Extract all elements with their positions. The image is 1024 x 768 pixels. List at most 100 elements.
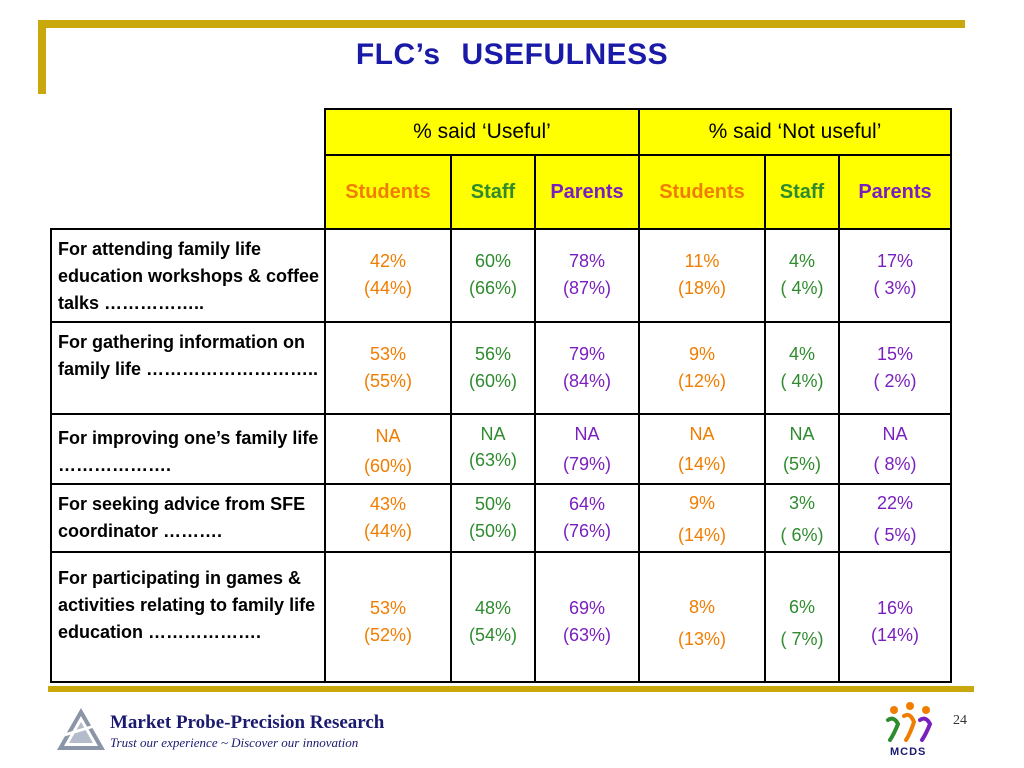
value-cell: 11% (18%): [638, 228, 766, 323]
value-cell: 53% (52%): [324, 551, 452, 683]
current-value: 42%: [369, 251, 407, 271]
value-cell: 79% (84%): [534, 321, 640, 415]
subheader-students-useful: Students: [324, 154, 452, 230]
value-cell: 64% (76%): [534, 483, 640, 553]
value-cell: NA (5%): [764, 413, 840, 485]
previous-value: (14%): [677, 525, 726, 545]
mcds-logo-icon: [886, 702, 933, 742]
previous-value: ( 8%): [873, 454, 917, 474]
table-row: For gathering information on family life…: [50, 321, 952, 415]
previous-value: (63%): [468, 450, 517, 470]
current-value: 4%: [788, 251, 815, 271]
previous-value: ( 5%): [873, 525, 917, 545]
value-cell: 9% (14%): [638, 483, 766, 553]
row-label: For participating in games & activities …: [50, 551, 326, 683]
value-cell: 56% (60%): [450, 321, 536, 415]
value-cell: 69% (63%): [534, 551, 640, 683]
row-label: For gathering information on family life…: [50, 321, 326, 415]
previous-value: (60%): [363, 456, 412, 476]
previous-value: (18%): [677, 278, 726, 298]
value-cell: 6% ( 7%): [764, 551, 840, 683]
previous-value: (87%): [562, 278, 611, 298]
previous-value: (79%): [562, 454, 611, 474]
value-cell: 4% ( 4%): [764, 228, 840, 323]
subheader-students-not-useful: Students: [638, 154, 766, 230]
title-part-1: FLC’s: [355, 38, 441, 71]
previous-value: ( 3%): [873, 278, 917, 298]
current-value: NA: [480, 424, 506, 444]
current-value: 6%: [788, 597, 815, 617]
slide-title: FLC’s USEFULNESS: [0, 38, 1024, 72]
value-cell: NA (14%): [638, 413, 766, 485]
value-cell: 9% (12%): [638, 321, 766, 415]
corner-blank: [51, 109, 325, 229]
previous-value: ( 7%): [780, 629, 824, 649]
previous-value: (63%): [562, 625, 611, 645]
top-accent-bar: [38, 20, 965, 28]
value-cell: 43% (44%): [324, 483, 452, 553]
value-cell: 15% ( 2%): [838, 321, 952, 415]
previous-value: (44%): [363, 521, 412, 541]
current-value: 4%: [788, 344, 815, 364]
current-value: 43%: [369, 494, 407, 514]
left-accent-bar: [38, 20, 46, 94]
value-cell: 42% (44%): [324, 228, 452, 323]
current-value: 22%: [876, 493, 914, 513]
value-cell: 53% (55%): [324, 321, 452, 415]
current-value: 9%: [688, 344, 715, 364]
value-cell: 50% (50%): [450, 483, 536, 553]
current-value: 15%: [876, 344, 914, 364]
value-cell: 22% ( 5%): [838, 483, 952, 553]
subheader-staff-not-useful: Staff: [764, 154, 840, 230]
current-value: 11%: [684, 251, 720, 271]
current-value: 9%: [688, 493, 715, 513]
bottom-accent-bar: [48, 686, 974, 692]
table-row: For participating in games & activities …: [50, 551, 952, 683]
current-value: NA: [789, 424, 815, 444]
header-not-useful: % said ‘Not useful’: [638, 108, 952, 156]
value-cell: NA (63%): [450, 413, 536, 485]
row-label: For improving one’s family life ……………….: [50, 413, 326, 485]
current-value: 8%: [688, 597, 715, 617]
current-value: NA: [574, 424, 600, 444]
current-value: 64%: [568, 494, 606, 514]
current-value: 56%: [474, 344, 512, 364]
previous-value: (13%): [677, 629, 726, 649]
market-probe-logo-icon: [57, 708, 105, 750]
previous-value: ( 6%): [780, 525, 824, 545]
current-value: 79%: [568, 344, 606, 364]
value-cell: 78% (87%): [534, 228, 640, 323]
current-value: NA: [882, 424, 908, 444]
current-value: 60%: [474, 251, 512, 271]
previous-value: (76%): [562, 521, 611, 541]
sub-header-row: Students Staff Parents Students Staff Pa…: [51, 154, 952, 230]
previous-value: (55%): [363, 371, 412, 391]
previous-value: ( 4%): [780, 371, 824, 391]
mcds-logo-text: MCDS: [890, 746, 927, 758]
value-cell: 3% ( 6%): [764, 483, 840, 553]
usefulness-table: % said ‘Useful’ % said ‘Not useful’ Stud…: [50, 108, 952, 683]
group-header-row: % said ‘Useful’ % said ‘Not useful’: [51, 108, 952, 156]
current-value: NA: [375, 426, 401, 446]
value-cell: 48% (54%): [450, 551, 536, 683]
current-value: 3%: [788, 493, 815, 513]
previous-value: (14%): [870, 625, 919, 645]
current-value: 53%: [369, 598, 407, 618]
value-cell: 16% (14%): [838, 551, 952, 683]
company-name: Market Probe-Precision Research: [110, 712, 385, 733]
current-value: 78%: [568, 251, 606, 271]
subheader-parents-useful: Parents: [534, 154, 640, 230]
previous-value: (84%): [562, 371, 611, 391]
previous-value: (50%): [468, 521, 517, 541]
previous-value: (60%): [468, 371, 517, 391]
value-cell: 4% ( 4%): [764, 321, 840, 415]
header-useful: % said ‘Useful’: [324, 108, 640, 156]
current-value: 48%: [474, 598, 512, 618]
previous-value: (54%): [468, 625, 517, 645]
previous-value: (5%): [782, 454, 821, 474]
previous-value: (14%): [677, 454, 726, 474]
value-cell: 60% (66%): [450, 228, 536, 323]
subheader-staff-useful: Staff: [450, 154, 536, 230]
subheader-parents-not-useful: Parents: [838, 154, 952, 230]
current-value: 50%: [474, 494, 512, 514]
